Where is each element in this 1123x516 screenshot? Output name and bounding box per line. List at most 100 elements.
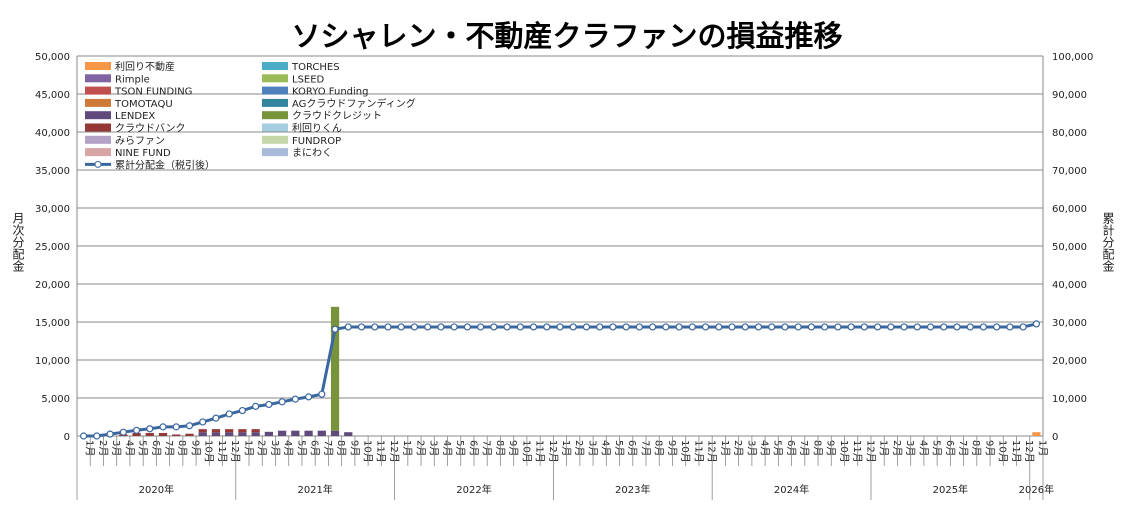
line-point xyxy=(132,426,141,434)
y2-tick-label: 10,000 xyxy=(1052,394,1087,405)
x-tick-label: 7月 xyxy=(322,440,334,456)
year-label: 2023年 xyxy=(615,483,650,496)
x-tick-label: 6月 xyxy=(467,440,479,456)
line-point xyxy=(993,323,1001,331)
x-tick-label: 6月 xyxy=(150,440,162,456)
x-tick-label: 8月 xyxy=(811,440,823,456)
legend-swatch xyxy=(262,135,288,144)
legend-label: AGクラウドファンディング xyxy=(292,97,416,110)
cumulative-line xyxy=(83,322,1037,438)
year-label: 2022年 xyxy=(456,483,491,496)
line-point xyxy=(516,323,524,331)
bar xyxy=(225,432,234,436)
bar xyxy=(330,430,340,436)
line-point xyxy=(596,323,604,331)
y2-tick-label: 90,000 xyxy=(1052,90,1087,101)
line-point xyxy=(688,323,696,331)
x-tick-label: 8月 xyxy=(653,440,665,456)
legend-label: 利回り不動産 xyxy=(115,60,175,73)
legend-swatch xyxy=(85,86,111,95)
x-tick-label: 4月 xyxy=(123,440,135,456)
line-point xyxy=(424,323,432,331)
y-tick-label: 50,000 xyxy=(35,52,70,63)
x-tick-label: 6月 xyxy=(309,440,321,456)
x-tick-label: 4月 xyxy=(441,440,453,456)
line-point xyxy=(794,323,802,331)
legend-swatch xyxy=(262,111,288,120)
x-tick-label: 4月 xyxy=(600,440,612,456)
x-tick-label: 10月 xyxy=(679,440,691,463)
bar xyxy=(145,432,154,436)
x-tick-label: 12月 xyxy=(864,440,876,463)
legend-swatch xyxy=(85,148,111,157)
year-label: 2021年 xyxy=(297,483,332,496)
x-tick-label: 2月 xyxy=(732,440,744,456)
bar xyxy=(198,432,207,436)
bar xyxy=(211,429,221,433)
legend-swatch xyxy=(85,74,111,83)
x-tick-label: 10月 xyxy=(997,440,1009,463)
y2-tick-label: 70,000 xyxy=(1052,166,1087,177)
x-tick-label: 6月 xyxy=(944,440,956,456)
line-point xyxy=(80,432,88,440)
x-tick-label: 3月 xyxy=(745,440,757,456)
line-point xyxy=(463,323,471,331)
y2-tick-label: 40,000 xyxy=(1052,280,1087,291)
line-point xyxy=(768,323,776,331)
x-tick-label: 7月 xyxy=(163,440,175,456)
y-tick-label: 5,000 xyxy=(41,394,70,405)
line-point xyxy=(622,323,630,331)
x-tick-label: 7月 xyxy=(798,440,810,456)
x-tick-label: 12月 xyxy=(706,440,718,463)
y2-tick-label: 0 xyxy=(1052,432,1058,443)
legend-label: TORCHES xyxy=(291,62,340,73)
x-tick-label: 2月 xyxy=(97,440,109,456)
line-point xyxy=(265,400,273,409)
x-tick-label: 10月 xyxy=(362,440,374,463)
bar xyxy=(330,306,340,431)
legend-swatch xyxy=(262,98,288,107)
legend-swatch xyxy=(85,135,111,144)
line-point xyxy=(860,323,868,331)
year-label: 2026年 xyxy=(1019,483,1054,496)
x-tick-label: 9月 xyxy=(507,440,519,456)
y2-axis-title: 累計分配金 xyxy=(1101,212,1115,272)
x-tick-label: 12月 xyxy=(229,440,241,463)
y2-tick-label: 80,000 xyxy=(1052,128,1087,139)
x-tick-label: 5月 xyxy=(772,440,784,456)
line-point xyxy=(953,323,961,331)
legend-label: Rimple xyxy=(115,74,150,85)
legend-label: LENDEX xyxy=(115,111,155,122)
line-point xyxy=(1032,320,1040,328)
bar xyxy=(291,430,300,436)
line-point xyxy=(979,323,988,331)
x-tick-label: 9月 xyxy=(666,440,678,456)
bar xyxy=(238,432,247,436)
y2-tick-label: 100,000 xyxy=(1052,52,1093,63)
line-point xyxy=(371,323,379,331)
line-point xyxy=(834,323,842,331)
legend-label: クラウドバンク xyxy=(115,123,186,135)
line-point xyxy=(529,323,538,331)
bar xyxy=(132,432,141,436)
x-tick-label: 9月 xyxy=(189,440,201,456)
line-point xyxy=(410,323,419,331)
bar xyxy=(304,430,313,436)
line-point xyxy=(649,323,657,331)
bar xyxy=(198,429,207,433)
year-label: 2020年 xyxy=(139,483,174,496)
year-label: 2025年 xyxy=(933,483,968,496)
bar xyxy=(251,429,260,433)
bar xyxy=(251,432,260,436)
x-tick-label: 9月 xyxy=(825,440,837,456)
x-tick-label: 2月 xyxy=(414,440,426,456)
line-point xyxy=(238,406,247,415)
x-tick-label: 3月 xyxy=(586,440,598,456)
legend-swatch xyxy=(262,74,288,83)
x-tick-label: 3月 xyxy=(110,440,122,456)
legend-label: NINE FUND xyxy=(115,148,171,159)
line-point xyxy=(278,398,286,406)
line-point xyxy=(304,393,313,401)
x-tick-label: 12月 xyxy=(547,440,559,463)
line-point xyxy=(291,395,299,403)
